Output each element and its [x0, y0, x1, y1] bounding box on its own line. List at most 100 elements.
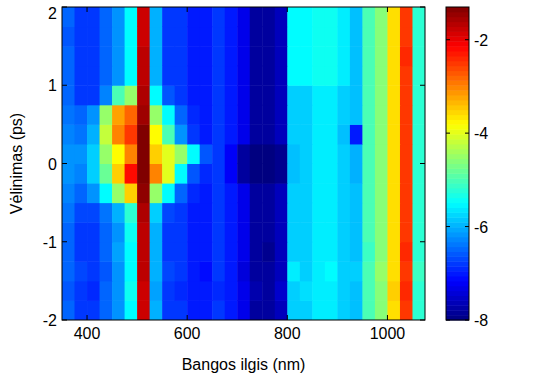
cell [137, 261, 150, 281]
cell [100, 46, 113, 66]
cell [175, 242, 188, 262]
cell [62, 105, 75, 125]
cell [175, 300, 188, 320]
cell [300, 203, 313, 223]
cell [87, 124, 100, 144]
cell [200, 300, 213, 320]
cell [325, 124, 338, 144]
cell [312, 183, 325, 203]
cell [150, 7, 163, 27]
x-tick-label: 800 [274, 325, 301, 342]
cell [100, 105, 113, 125]
cell [400, 203, 413, 223]
cell [412, 222, 425, 242]
colorbar-step [446, 46, 469, 51]
cell [350, 183, 363, 203]
cell [362, 242, 375, 262]
cell [412, 66, 425, 86]
cell [187, 144, 200, 164]
cell [250, 281, 263, 301]
cell [150, 66, 163, 86]
cell [387, 66, 400, 86]
colorbar-step [446, 203, 469, 208]
cell [187, 66, 200, 86]
colorbar-step [446, 266, 469, 271]
cell [112, 105, 125, 125]
cell [375, 27, 388, 47]
cell [200, 46, 213, 66]
cell [275, 144, 288, 164]
cell [337, 203, 350, 223]
cell [250, 242, 263, 262]
colorbar-tick [446, 133, 450, 134]
cell [137, 183, 150, 203]
cell [262, 144, 275, 164]
cell [275, 203, 288, 223]
colorbar-step [446, 208, 469, 213]
colorbar-step [446, 56, 469, 61]
cell [387, 105, 400, 125]
cell [262, 300, 275, 320]
cell [400, 261, 413, 281]
cell [150, 124, 163, 144]
cell [100, 261, 113, 281]
cell [162, 281, 175, 301]
cell [237, 144, 250, 164]
cell [387, 261, 400, 281]
cell [275, 27, 288, 47]
cell [300, 164, 313, 184]
cell [112, 164, 125, 184]
cell [212, 222, 225, 242]
cell [250, 66, 263, 86]
cell [225, 66, 238, 86]
cell [287, 164, 300, 184]
cell [400, 222, 413, 242]
y-tick [62, 85, 67, 86]
cell [137, 300, 150, 320]
cell [162, 66, 175, 86]
cell [200, 242, 213, 262]
cell [250, 222, 263, 242]
cell [212, 7, 225, 27]
cell [125, 144, 138, 164]
cell [312, 261, 325, 281]
cell [262, 281, 275, 301]
cell [162, 222, 175, 242]
cell [412, 27, 425, 47]
cell [187, 300, 200, 320]
cell [375, 85, 388, 105]
cell [375, 261, 388, 281]
colorbar-step [446, 149, 469, 154]
colorbar-step [446, 168, 469, 173]
cell [225, 105, 238, 125]
y-tick [420, 85, 425, 86]
cell [350, 300, 363, 320]
cell [200, 66, 213, 86]
cell [125, 183, 138, 203]
cell [112, 203, 125, 223]
cell [337, 46, 350, 66]
cell [350, 144, 363, 164]
cell [212, 300, 225, 320]
cell [400, 7, 413, 27]
cell [325, 183, 338, 203]
cell [337, 66, 350, 86]
cell [125, 105, 138, 125]
cell [150, 300, 163, 320]
x-tick [87, 315, 88, 320]
colorbar-frame [446, 7, 469, 320]
cell [237, 124, 250, 144]
y-tick-label: -2 [43, 312, 57, 329]
cell [325, 7, 338, 27]
cell [300, 66, 313, 86]
colorbar-step [446, 80, 469, 85]
cell [62, 281, 75, 301]
cell [300, 242, 313, 262]
cell [225, 242, 238, 262]
cell [112, 144, 125, 164]
colorbar-step [446, 134, 469, 139]
cell [337, 7, 350, 27]
cell [175, 7, 188, 27]
cell [375, 242, 388, 262]
cell [62, 300, 75, 320]
